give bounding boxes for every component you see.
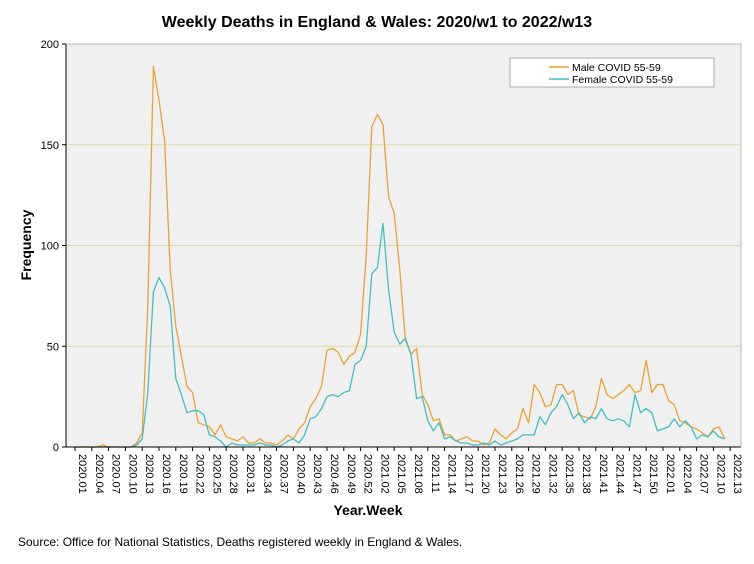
y-tick-label: 150 [41,140,59,152]
axes: 0 50 100 150 200 2020.01 2020.04 2020.07 2020.10… [41,39,744,494]
x-tick-label: 2020.19 [177,454,189,494]
chart-title: Weekly Deaths in England & Wales: 2020/w… [161,14,593,31]
x-tick-label: 2021.38 [580,454,592,494]
x-tick-label: 2021.17 [462,454,474,494]
x-tick-label: 2020.46 [328,454,340,494]
y-tick-label: 0 [53,442,59,454]
x-tick-label: 2022.04 [681,454,693,494]
x-tick-label: 2020.25 [210,454,222,494]
x-tick-label: 2021.50 [647,454,659,494]
x-tick-label: 2022.10 [714,454,726,494]
legend: Male COVID 55-59 Female COVID 55-59 [509,57,715,88]
x-tick-label: 2021.47 [630,454,642,494]
x-tick-label: 2020.34 [261,454,273,494]
x-tick-label: 2021.41 [597,454,609,494]
y-axis-title: Frequency [18,209,34,280]
y-tick-label: 200 [41,39,59,51]
plot-frame [66,43,742,447]
x-tick-label: 2020.13 [143,454,155,494]
series-lines [75,65,726,448]
x-tick-label: 2020.01 [76,454,88,494]
x-tick-label: 2021.20 [479,454,491,494]
x-tick-label: 2021.08 [412,454,424,494]
x-tick-label: 2021.29 [530,454,542,494]
x-tick-label: 2021.05 [395,454,407,494]
x-tick-label: 2020.16 [160,454,172,494]
x-tick-label: 2020.22 [194,454,206,494]
y-tick-label: 50 [47,341,59,353]
legend-label-female: Female COVID 55-59 [572,74,673,86]
legend-box [509,57,715,88]
x-tick-label: 2020.49 [345,454,357,494]
x-tick-label: 2020.40 [294,454,306,494]
x-tick-label: 2020.04 [93,454,105,494]
x-tick-label: 2020.07 [110,454,122,494]
x-tick-label: 2022.13 [731,454,743,494]
x-tick-label: 2021.02 [378,454,390,494]
x-tick-label: 2021.23 [496,454,508,494]
x-tick-label: 2020.10 [126,454,138,494]
x-tick-label: 2020.43 [311,454,323,494]
x-tick-label: 2022.07 [698,454,710,494]
x-tick-label: 2021.35 [563,454,575,494]
x-tick-label: 2020.31 [244,454,256,494]
x-tick-label: 2021.32 [546,454,558,494]
series-line-male [75,65,726,448]
x-tick-label: 2020.52 [362,454,374,494]
x-tick-label: 2021.44 [614,454,626,494]
source-note: Source: Office for National Statistics, … [18,535,463,549]
x-axis-title: Year.Week [333,502,402,518]
x-tick-label: 2020.37 [278,454,290,494]
axis-lines [65,44,741,448]
x-tick-label: 2022.01 [664,454,676,494]
series-line-female [75,222,725,448]
x-tick-label: 2021.14 [446,454,458,494]
legend-label-male: Male COVID 55-59 [572,62,661,74]
x-tick-label: 2020.28 [227,454,239,494]
y-tick-label: 100 [41,241,59,253]
x-tick-label: 2021.26 [513,454,525,494]
x-tick-label: 2021.11 [429,454,441,493]
